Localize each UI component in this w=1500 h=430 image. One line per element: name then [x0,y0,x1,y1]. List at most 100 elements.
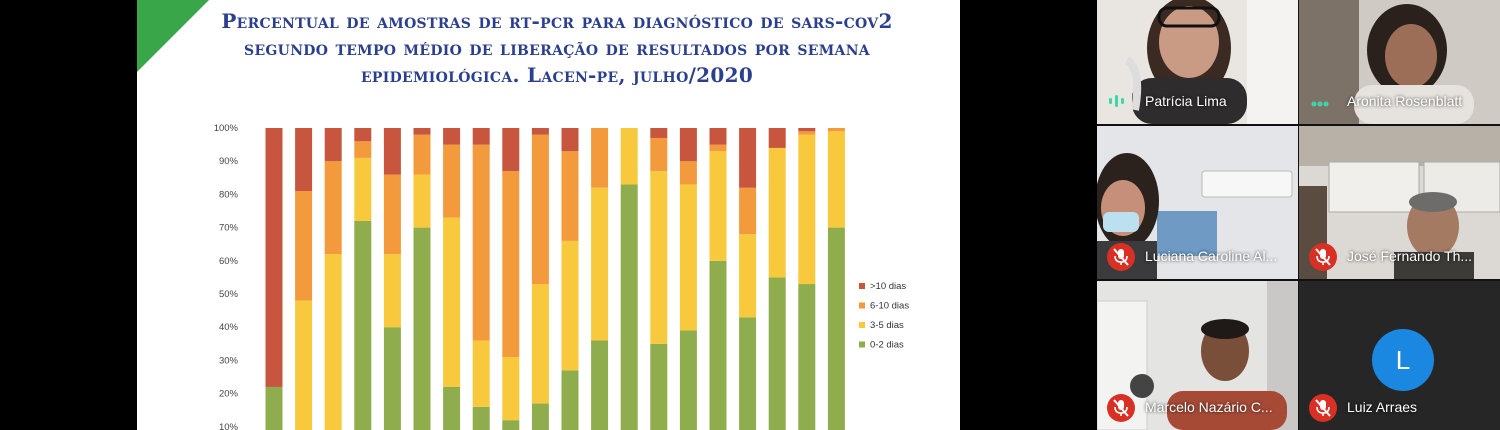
video-feed [1097,0,1298,124]
bar-segment [383,128,401,175]
bar-segment [502,357,520,421]
bar-segment [739,128,757,188]
bar-segment [768,277,786,430]
y-tick-label: 80% [219,189,239,200]
y-tick-label: 20% [219,389,239,400]
bar-segment [591,128,609,188]
bar-segment [324,128,342,162]
bar-segment [295,300,313,430]
bar-segment [443,386,461,430]
y-tick-label: 40% [219,322,239,333]
bar-segment [679,184,697,331]
bar-segment [354,128,372,142]
bar-segment [679,330,697,430]
bar-segment [561,128,579,152]
participant-tile[interactable]: José Fernando Th... [1299,126,1500,279]
bar-segment [768,147,786,278]
y-tick-label: 100% [214,123,239,134]
legend-label: 6-10 dias [870,301,909,312]
muted-mic-icon [1107,243,1135,271]
legend-label: 0-2 dias [870,340,904,351]
muted-mic-icon [1107,394,1135,422]
participant-name: Aronita Rosenblatt [1347,93,1463,109]
bar-segment [383,327,401,430]
bar-segment [679,161,697,185]
bar-segment [354,141,372,158]
participant-gallery: Patrícia Lima Aronita Rosenblatt [1097,0,1500,430]
y-tick-label: 50% [219,289,239,300]
participant-tile[interactable]: Luciana Caroline Al... [1097,126,1298,279]
y-tick-label: 30% [219,355,239,366]
corner-decoration [137,0,209,72]
bar-segment [324,161,342,255]
participant-name: Luiz Arraes [1347,399,1418,415]
participant-tile[interactable]: Patrícia Lima [1097,0,1298,124]
bar-segment [354,220,372,430]
bar-segment [561,240,579,371]
bar-segment [709,260,727,430]
y-tick-label: 10% [219,422,239,430]
bar-segment [295,128,313,192]
participant-tile[interactable]: Aronita Rosenblatt [1299,0,1500,124]
bar-segment [413,128,431,135]
bar-segment [561,370,579,430]
bar-segment [798,128,816,132]
bar-segment [472,144,490,341]
legend-label: 3-5 dias [870,320,904,331]
bar-segment [739,187,757,235]
bar-segment [531,403,549,430]
bar-segment [443,128,461,145]
bar-segment [324,254,342,430]
bar-segment [620,128,638,185]
participant-tile[interactable]: L Luiz Arraes [1299,281,1500,430]
bar-segment [739,234,757,318]
legend-swatch [859,302,865,309]
bar-segment [798,284,816,430]
bar-segment [383,254,401,328]
legend-swatch [859,341,865,348]
bar-segment [798,131,816,135]
audio-level-icon [1109,95,1124,107]
bar-segment [413,227,431,430]
bar-segment [709,151,727,261]
bar-segment [502,128,520,172]
muted-mic-icon [1309,243,1337,271]
bar-segment [502,171,520,358]
bar-segment [443,217,461,387]
bar-segment [650,137,668,172]
y-tick-label: 90% [219,156,239,167]
bar-segment [472,406,490,430]
y-tick-label: 60% [219,256,239,267]
bar-segment [561,151,579,241]
muted-mic-icon [1309,394,1337,422]
participant-tile[interactable]: Marcelo Nazário C... [1097,281,1298,430]
presentation-slide: Percentual de amostras de rt-pcr para di… [137,0,960,430]
bar-segment [827,227,845,430]
bar-segment [531,134,549,285]
bar-segment [472,340,490,407]
bar-segment [709,144,727,152]
bar-segment [472,128,490,145]
bar-segment [443,144,461,218]
bar-segment [413,174,431,228]
y-tick-label: 70% [219,223,239,234]
bar-segment [531,284,549,404]
bar-segment [354,157,372,221]
bar-segment [827,128,845,132]
legend-label: >10 dias [870,281,906,292]
bar-segment [768,128,786,148]
shared-screen: Percentual de amostras de rt-pcr para di… [137,0,960,430]
bar-segment [679,128,697,162]
bar-segment [709,128,727,145]
avatar: L [1372,329,1434,391]
bar-segment [383,174,401,255]
bar-segment [295,191,313,301]
bar-segment [798,134,816,285]
participant-name: José Fernando Th... [1347,248,1473,264]
stacked-bar-chart: 10%20%30%40%50%60%70%80%90%100%%>10 dias… [214,123,909,430]
participant-name: Luciana Caroline Al... [1145,248,1278,264]
legend-swatch [859,322,865,328]
audio-active-icon [1311,101,1329,107]
bar-segment [502,420,520,430]
bar-segment [531,128,549,135]
